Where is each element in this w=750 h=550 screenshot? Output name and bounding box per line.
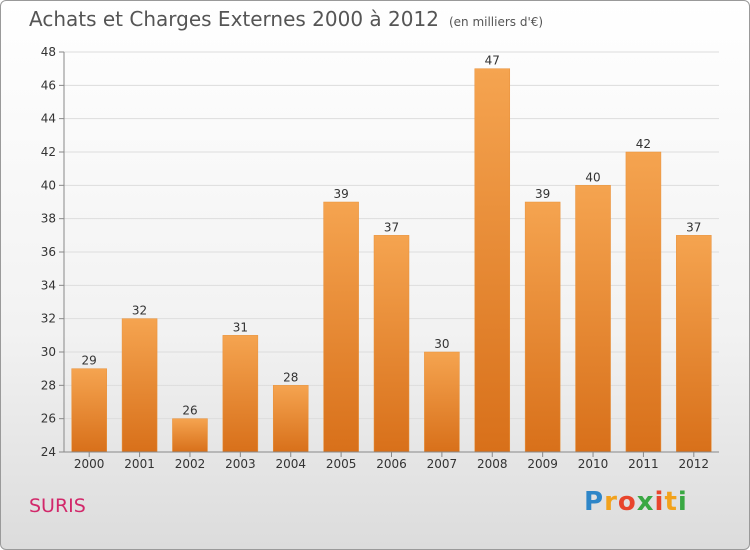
logo-letter: o bbox=[617, 487, 637, 517]
y-tick-label-32: 32 bbox=[41, 312, 56, 326]
y-tick-label-40: 40 bbox=[41, 178, 56, 192]
bar-value-label-2009: 39 bbox=[535, 187, 550, 201]
logo-letter: t bbox=[664, 487, 678, 517]
bar-2012 bbox=[676, 235, 712, 453]
x-tick-label-2002: 2002 bbox=[175, 457, 206, 471]
bar-2007 bbox=[424, 351, 460, 453]
chart-title: Achats et Charges Externes 2000 à 2012 (e… bbox=[29, 7, 543, 31]
y-tick-label-44: 44 bbox=[41, 112, 56, 126]
bar-2011 bbox=[625, 151, 662, 453]
y-tick-label-24: 24 bbox=[41, 445, 56, 459]
y-tick-label-48: 48 bbox=[41, 45, 56, 59]
logo-letter: r bbox=[604, 487, 618, 517]
logo-letter: P bbox=[584, 487, 605, 517]
x-tick-label-2008: 2008 bbox=[477, 457, 508, 471]
logo-letter: i bbox=[654, 487, 665, 517]
y-tick-label-46: 46 bbox=[41, 78, 56, 92]
y-tick-label-42: 42 bbox=[41, 145, 56, 159]
bar-value-label-2005: 39 bbox=[333, 187, 348, 201]
x-tick-label-2004: 2004 bbox=[275, 457, 306, 471]
y-tick-label-26: 26 bbox=[41, 412, 56, 426]
y-tick-label-30: 30 bbox=[41, 345, 56, 359]
city-name: SURIS bbox=[29, 495, 86, 517]
x-tick-label-2006: 2006 bbox=[376, 457, 407, 471]
x-tick-label-2007: 2007 bbox=[427, 457, 458, 471]
bar-2010 bbox=[575, 185, 611, 453]
bar-value-label-2010: 40 bbox=[585, 170, 600, 184]
bar-value-label-2000: 29 bbox=[82, 354, 97, 368]
chart-title-text: Achats et Charges Externes 2000 à 2012 bbox=[29, 7, 439, 31]
x-tick-label-2001: 2001 bbox=[124, 457, 155, 471]
bar-2003 bbox=[222, 335, 259, 453]
proxiti-logo[interactable]: Proxiti bbox=[584, 487, 688, 517]
bar-2008 bbox=[474, 68, 511, 453]
bar-2000 bbox=[71, 368, 107, 453]
bar-value-label-2012: 37 bbox=[686, 220, 701, 234]
bar-value-label-2002: 26 bbox=[182, 404, 197, 418]
bar-value-label-2011: 42 bbox=[636, 137, 651, 151]
bar-value-label-2006: 37 bbox=[384, 220, 399, 234]
labels-layer: 29 32 26 31 28 39 37 30 47 39 40 42 37 bbox=[82, 54, 702, 418]
bar-value-label-2007: 30 bbox=[434, 337, 449, 351]
bar-value-label-2004: 28 bbox=[283, 370, 298, 384]
bar-value-label-2003: 31 bbox=[233, 320, 248, 334]
bar-value-label-2008: 47 bbox=[485, 54, 500, 68]
bar-2009 bbox=[524, 201, 561, 453]
x-tick-label-2012: 2012 bbox=[679, 457, 710, 471]
logo-letter: i bbox=[677, 487, 688, 517]
bar-2002 bbox=[172, 418, 208, 453]
bar-2006 bbox=[373, 235, 410, 453]
bar-value-label-2001: 32 bbox=[132, 304, 147, 318]
bar-2005 bbox=[323, 201, 359, 453]
x-tick-label-2009: 2009 bbox=[527, 457, 558, 471]
x-tick-label-2000: 2000 bbox=[74, 457, 105, 471]
x-tick-label-2003: 2003 bbox=[225, 457, 256, 471]
logo-letter: x bbox=[636, 487, 655, 517]
bar-2001 bbox=[121, 318, 158, 453]
chart-unit-label: (en milliers d'€) bbox=[448, 15, 544, 29]
axis-layer: 24 26 28 30 32 34 36 38 40 42 44 46 48 2000 2001 2002 20… bbox=[41, 45, 719, 471]
bar-2004 bbox=[272, 385, 309, 453]
y-tick-label-28: 28 bbox=[41, 378, 56, 392]
x-tick-label-2011: 2011 bbox=[628, 457, 659, 471]
y-tick-label-34: 34 bbox=[41, 278, 56, 292]
bars-layer bbox=[71, 68, 712, 453]
y-tick-label-36: 36 bbox=[41, 245, 56, 259]
x-tick-label-2005: 2005 bbox=[326, 457, 357, 471]
x-tick-label-2010: 2010 bbox=[578, 457, 609, 471]
y-tick-label-38: 38 bbox=[41, 212, 56, 226]
